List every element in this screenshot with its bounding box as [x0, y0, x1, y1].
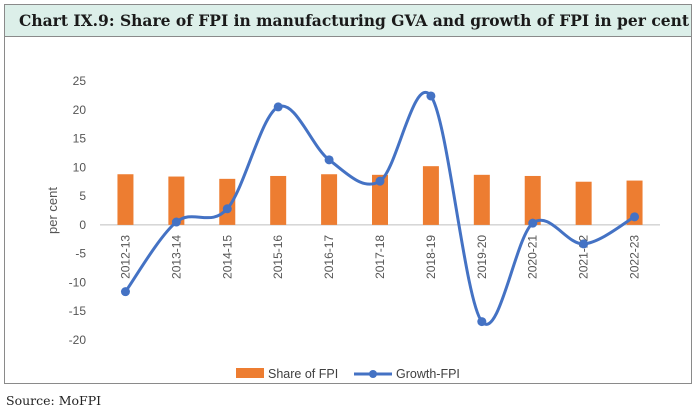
bar-share-fpi [422, 166, 439, 225]
y-tick-label: 15 [73, 132, 87, 146]
title-bar: Chart IX.9: Share of FPI in manufacturin… [5, 5, 691, 37]
point-growth-fpi [171, 217, 181, 227]
x-tick-label: 2016-17 [322, 235, 336, 279]
point-growth-fpi [528, 218, 538, 228]
point-growth-fpi [477, 317, 487, 327]
y-axis-title: per cent [45, 187, 60, 234]
y-tick-label: -15 [69, 304, 87, 318]
bar-share-fpi [575, 181, 592, 225]
bar-share-fpi [372, 174, 388, 225]
point-growth-fpi [120, 287, 130, 297]
x-tick-label: 2017-18 [373, 235, 387, 279]
y-tick-label: 5 [79, 189, 86, 203]
legend: Share of FPI Growth-FPI [236, 367, 460, 381]
x-tick-label: 2020-21 [526, 235, 540, 279]
x-tick-label: 2012-13 [118, 235, 132, 279]
legend-marker-growth-fpi [369, 370, 377, 378]
x-tick-label: 2015-16 [271, 235, 285, 279]
y-tick-label: 0 [79, 218, 86, 232]
y-tick-label: 10 [73, 160, 87, 174]
legend-label-share-fpi: Share of FPI [268, 367, 338, 381]
bar-share-fpi [473, 174, 490, 225]
point-growth-fpi [630, 212, 640, 222]
bar-share-fpi [626, 180, 643, 225]
y-tick-label: -20 [69, 333, 87, 347]
y-tick-label: 25 [73, 74, 87, 88]
x-tick-label: 2022-23 [628, 235, 642, 279]
x-tick-label: 2019-20 [475, 235, 489, 279]
bar-share-fpi [117, 174, 134, 225]
bar-share-fpi [270, 175, 287, 225]
point-growth-fpi [375, 176, 385, 186]
source-note: Source: MoFPI [6, 393, 102, 408]
y-axis-ticks: 25 20 15 10 5 0 -5 -10 -15 -20 [69, 74, 87, 347]
point-growth-fpi [579, 239, 589, 249]
chart-title: Chart IX.9: Share of FPI in manufacturin… [19, 11, 690, 30]
point-growth-fpi [426, 91, 436, 101]
x-tick-label: 2013-14 [169, 235, 183, 279]
points-growth-fpi [120, 91, 640, 327]
point-growth-fpi [273, 102, 283, 112]
x-tick-label: 2018-19 [424, 235, 438, 279]
point-growth-fpi [222, 204, 232, 214]
bar-share-fpi [524, 175, 541, 225]
y-tick-label: -10 [69, 275, 87, 289]
bar-share-fpi [321, 174, 338, 225]
y-tick-label: -5 [75, 247, 86, 261]
x-axis-ticks: 2012-13 2013-14 2014-15 2015-16 2016-17 2017-… [118, 235, 641, 279]
x-tick-label: 2014-15 [220, 235, 234, 279]
bar-share-fpi [168, 176, 185, 225]
y-tick-label: 20 [73, 103, 87, 117]
bars-share-fpi [117, 166, 643, 225]
legend-swatch-share-fpi [236, 368, 264, 378]
legend-label-growth-fpi: Growth-FPI [396, 367, 460, 381]
point-growth-fpi [324, 155, 334, 165]
